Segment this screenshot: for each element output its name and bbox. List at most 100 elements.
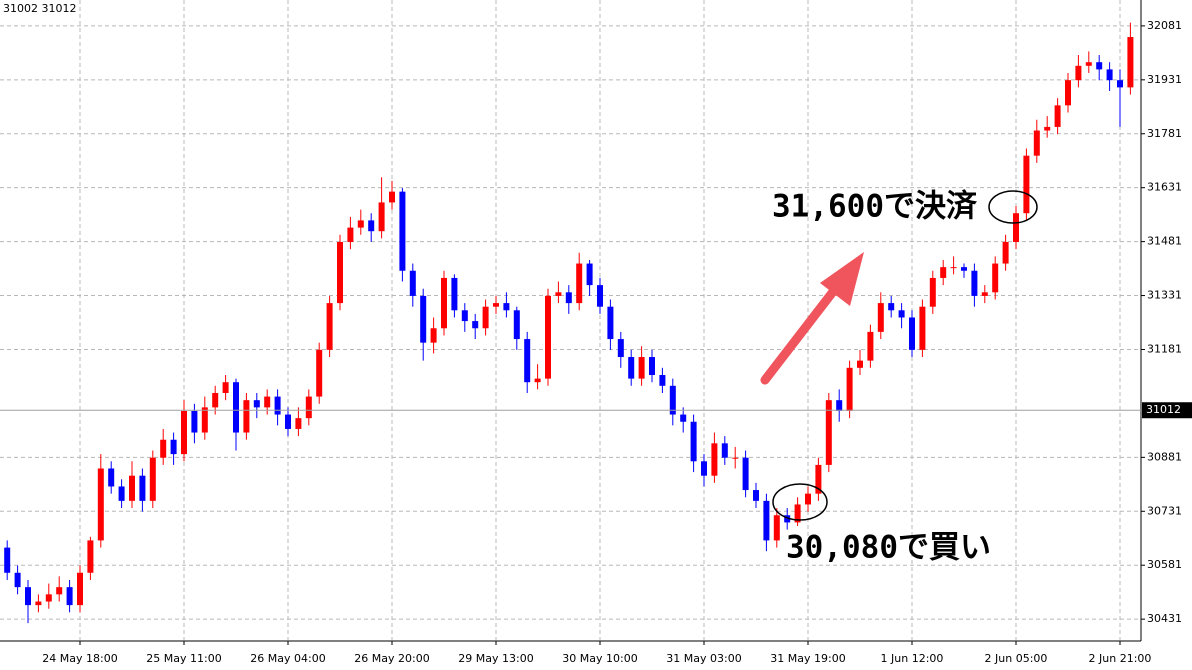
candle-body bbox=[472, 321, 479, 329]
candle-body bbox=[316, 349, 323, 397]
candle-body bbox=[181, 410, 187, 455]
candle-body bbox=[950, 267, 957, 269]
candle-body bbox=[753, 490, 759, 501]
x-tick-label: 31 May 19:00 bbox=[770, 652, 845, 665]
y-tick-label: 30431 bbox=[1147, 612, 1182, 625]
candle-body bbox=[545, 295, 551, 379]
candle-body bbox=[493, 303, 499, 307]
candle-body bbox=[815, 464, 822, 494]
candle-body bbox=[233, 382, 239, 433]
candle-body bbox=[295, 418, 302, 429]
candle-body bbox=[378, 202, 385, 232]
candle-body bbox=[721, 443, 728, 458]
entry-circle bbox=[772, 483, 828, 521]
candle-body bbox=[441, 277, 447, 329]
candle-body bbox=[347, 227, 354, 242]
candle-body bbox=[97, 468, 104, 541]
candle-body bbox=[971, 270, 978, 296]
x-tick-label: 1 Jun 12:00 bbox=[881, 652, 944, 665]
candle-body bbox=[129, 475, 135, 501]
candle-body bbox=[565, 292, 572, 304]
y-tick-label: 30881 bbox=[1147, 450, 1182, 463]
candle-body bbox=[763, 500, 770, 541]
candle-body bbox=[1096, 62, 1103, 70]
candle-body bbox=[701, 461, 707, 476]
current-price-label: 31012 bbox=[1146, 403, 1181, 416]
candle-body bbox=[992, 263, 999, 293]
candle-body bbox=[430, 328, 437, 343]
candle-body bbox=[711, 443, 718, 476]
candle-body bbox=[212, 392, 219, 408]
candle-body bbox=[389, 191, 395, 203]
candle-body bbox=[524, 339, 531, 383]
candle-body bbox=[368, 220, 375, 232]
candle-body bbox=[45, 594, 52, 602]
candle-body bbox=[108, 468, 115, 487]
candle-body bbox=[160, 439, 167, 458]
candle-body bbox=[1085, 62, 1092, 66]
candle-body bbox=[586, 263, 593, 286]
candle-body bbox=[846, 367, 853, 411]
candle-body bbox=[4, 547, 11, 573]
candle-body bbox=[482, 306, 489, 329]
x-tick-label: 31 May 03:00 bbox=[666, 652, 741, 665]
candle-body bbox=[1054, 105, 1061, 127]
candle-body bbox=[805, 493, 811, 505]
candle-body bbox=[264, 396, 271, 408]
y-tick-label: 32081 bbox=[1147, 19, 1182, 32]
candle-body bbox=[451, 277, 458, 311]
candle-body bbox=[929, 277, 936, 307]
candle-body bbox=[888, 303, 895, 311]
candle-body bbox=[732, 457, 739, 459]
candle-body bbox=[25, 587, 31, 606]
candle-body bbox=[1065, 80, 1071, 106]
x-tick-label: 30 May 10:00 bbox=[562, 652, 637, 665]
candle-body bbox=[243, 400, 250, 433]
candle-body bbox=[66, 587, 73, 606]
candle-body bbox=[898, 310, 905, 318]
y-tick-label: 31481 bbox=[1147, 235, 1182, 248]
x-tick-label: 26 May 20:00 bbox=[354, 652, 429, 665]
candle-body bbox=[274, 396, 281, 415]
candle-body bbox=[118, 486, 125, 501]
arrow bbox=[760, 252, 864, 385]
candle-body bbox=[576, 263, 583, 304]
candle-body bbox=[56, 587, 63, 595]
candle-body bbox=[857, 360, 863, 368]
candle-body bbox=[940, 267, 947, 278]
candle-body bbox=[638, 357, 645, 379]
candle-body bbox=[399, 191, 406, 271]
arrow-head bbox=[820, 252, 864, 306]
candle-body bbox=[534, 378, 541, 383]
candle-body bbox=[149, 457, 156, 501]
candle-body bbox=[1127, 37, 1134, 88]
x-tick-label: 29 May 13:00 bbox=[458, 652, 533, 665]
candle-body bbox=[659, 375, 666, 386]
candle-body bbox=[1033, 130, 1040, 156]
candle-body bbox=[597, 285, 603, 307]
candle-body bbox=[794, 504, 801, 523]
grid bbox=[0, 0, 1141, 640]
candle-body bbox=[742, 457, 749, 491]
x-tick-label: 24 May 18:00 bbox=[42, 652, 117, 665]
candle-body bbox=[326, 303, 333, 350]
y-tick-label: 31631 bbox=[1147, 181, 1182, 194]
candle-body bbox=[285, 414, 291, 429]
candle-body bbox=[337, 241, 343, 304]
candle-body bbox=[253, 400, 260, 408]
candle-body bbox=[680, 414, 687, 422]
candle-body bbox=[773, 515, 780, 541]
candle-body bbox=[607, 306, 614, 340]
candle-body bbox=[77, 572, 83, 606]
candle-body bbox=[867, 331, 874, 361]
header: 31002 31012 bbox=[3, 2, 76, 15]
candle-body bbox=[170, 439, 177, 455]
candle-body bbox=[503, 303, 510, 311]
candle-body bbox=[836, 400, 843, 411]
candle-body bbox=[628, 357, 635, 379]
candle-body bbox=[1044, 126, 1051, 131]
candle-body bbox=[617, 339, 624, 358]
candle-body bbox=[669, 385, 676, 415]
